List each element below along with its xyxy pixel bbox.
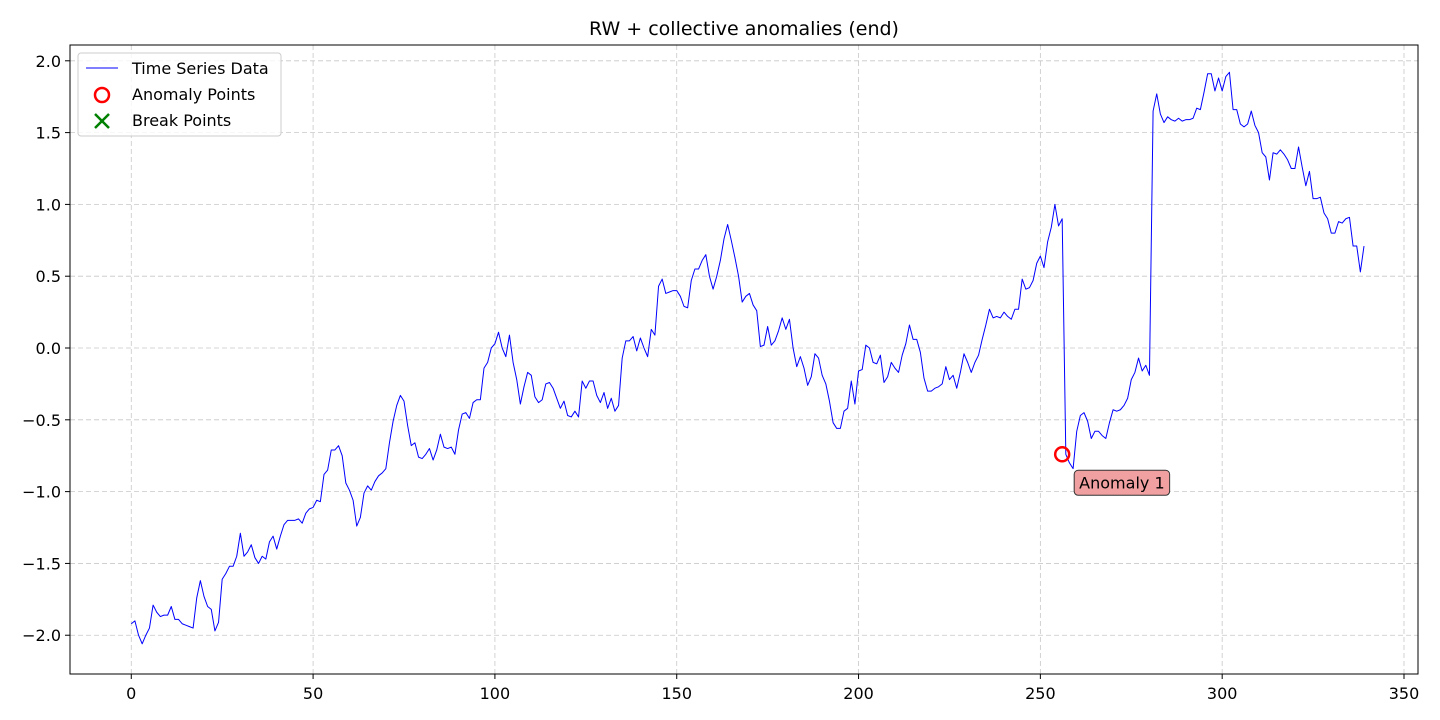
legend-label-time-series: Time Series Data <box>131 59 269 78</box>
y-tick-label: −1.5 <box>22 554 61 573</box>
y-tick-label: 2.0 <box>36 52 61 71</box>
x-tick-label: 300 <box>1207 684 1238 703</box>
plot-area <box>130 71 1365 645</box>
x-tick-label: 350 <box>1389 684 1420 703</box>
y-tick-label: 1.0 <box>36 195 61 214</box>
x-tick-label: 100 <box>480 684 511 703</box>
y-tick-label: 0.5 <box>36 267 61 286</box>
series-line-time-series-data <box>130 71 1365 645</box>
annotation-label: Anomaly 1 <box>1079 473 1164 492</box>
x-tick-label: 50 <box>303 684 323 703</box>
plot-frame <box>69 44 1419 675</box>
y-axis: −2.0 −1.5 −1.0 −0.5 0.0 0.5 1.0 1.5 2.0 <box>22 52 70 645</box>
legend-break-marker-icon <box>94 113 110 129</box>
annotation-box <box>1073 469 1171 496</box>
legend-label-break-points: Break Points <box>132 111 231 130</box>
y-tick-label: −2.0 <box>22 626 61 645</box>
chart-title: RW + collective anomalies (end) <box>589 18 899 40</box>
legend-anomaly-marker-icon <box>93 86 111 104</box>
legend: Time Series Data Anomaly Points Break Po… <box>77 52 282 137</box>
y-tick-label: −0.5 <box>22 411 61 430</box>
grid <box>70 45 1418 674</box>
x-tick-label: 200 <box>843 684 874 703</box>
x-tick-label: 250 <box>1025 684 1056 703</box>
annotations: Anomaly 1 <box>1073 469 1171 496</box>
x-tick-label: 0 <box>126 684 136 703</box>
anomaly-point <box>1053 446 1071 463</box>
legend-box <box>77 52 282 137</box>
x-axis: 0 50 100 150 200 250 300 350 <box>126 674 1419 703</box>
y-tick-label: 0.0 <box>36 339 61 358</box>
legend-label-anomaly-points: Anomaly Points <box>132 85 255 104</box>
y-tick-label: −1.0 <box>22 483 61 502</box>
y-tick-label: 1.5 <box>36 124 61 143</box>
x-tick-label: 150 <box>661 684 692 703</box>
